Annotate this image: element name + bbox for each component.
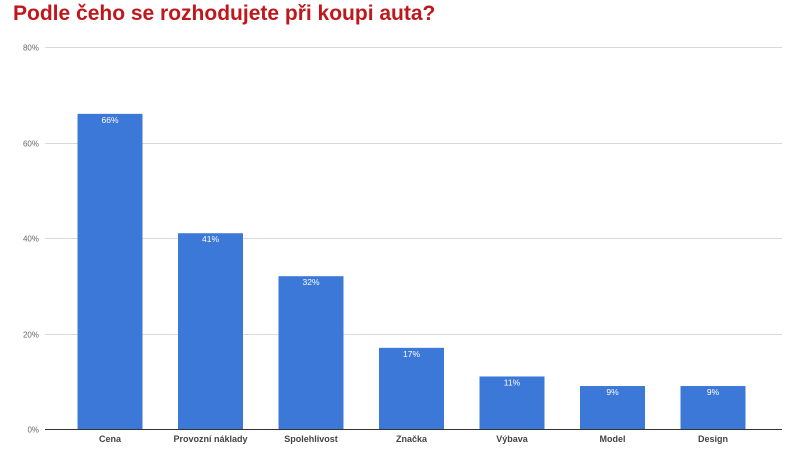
category-label: Výbava (496, 434, 529, 444)
chart-title: Podle čeho se rozhodujete při koupi auta… (13, 2, 436, 25)
gridlines (45, 47, 782, 430)
data-label: 66% (101, 115, 118, 125)
x-axis-categories: Cena Provozní náklady Spolehlivost Značka Vý… (99, 434, 728, 444)
y-tick-label: 60% (23, 140, 39, 149)
data-label: 9% (606, 387, 619, 397)
category-label: Model (600, 434, 626, 444)
data-label: 41% (202, 234, 219, 244)
y-tick-label: 40% (23, 235, 39, 244)
bars (77, 113, 746, 429)
data-labels: 66% 41% 32% 17% 11% 9% 9% (101, 115, 719, 397)
y-tick-label: 20% (23, 331, 39, 340)
y-tick-label: 80% (23, 44, 39, 53)
data-label: 17% (403, 349, 420, 359)
category-label: Design (698, 434, 728, 444)
data-label: 9% (707, 387, 720, 397)
bar (580, 386, 645, 429)
bar (479, 376, 545, 429)
bar (379, 347, 444, 429)
data-label: 11% (504, 377, 521, 387)
bar (680, 386, 746, 429)
bar (77, 113, 143, 429)
category-label: Spolehlivost (284, 434, 338, 444)
bar (278, 276, 344, 429)
y-tick-label: 0% (27, 426, 39, 435)
category-label: Značka (396, 434, 428, 444)
category-label: Cena (99, 434, 122, 444)
y-axis-ticks: 0% 20% 40% 60% 80% (23, 44, 39, 435)
data-label: 32% (302, 277, 319, 287)
category-label: Provozní náklady (173, 434, 247, 444)
bar (178, 233, 243, 429)
